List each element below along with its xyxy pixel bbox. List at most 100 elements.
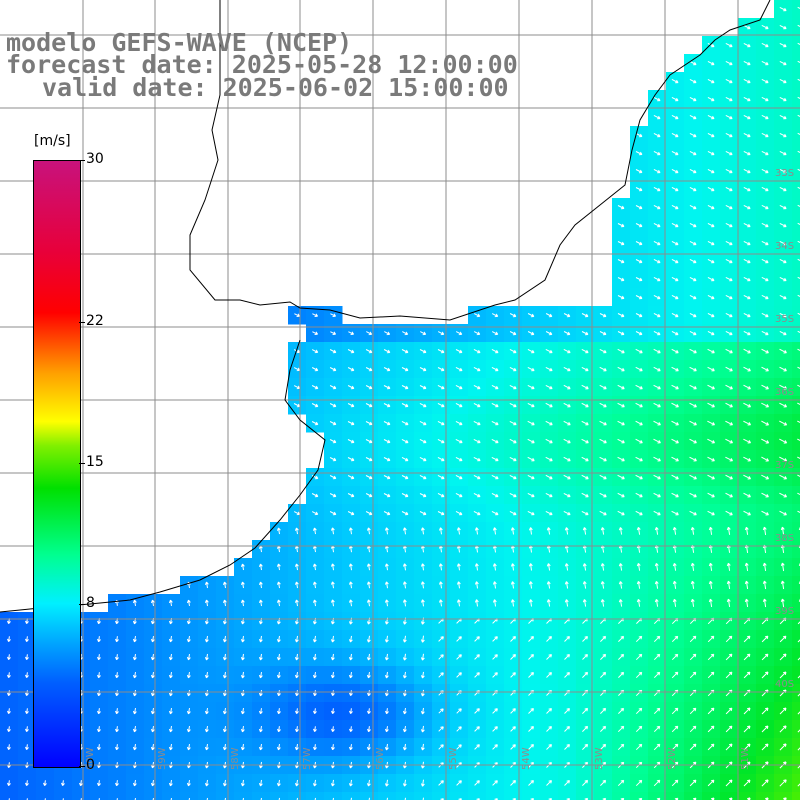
colorbar bbox=[33, 160, 81, 768]
wind-arrow bbox=[420, 563, 425, 571]
wind-arrow bbox=[168, 708, 173, 715]
wind-arrow bbox=[222, 653, 227, 661]
wind-arrow bbox=[618, 527, 623, 535]
wind-arrow bbox=[330, 331, 337, 335]
wind-arrow bbox=[653, 402, 661, 408]
lon-label: 56W bbox=[375, 747, 386, 770]
wind-arrow bbox=[546, 581, 551, 589]
wind-arrow bbox=[365, 493, 373, 498]
wind-arrow bbox=[671, 168, 679, 174]
wind-arrow bbox=[743, 671, 751, 679]
wind-arrow bbox=[725, 671, 733, 679]
wind-arrow bbox=[671, 132, 679, 138]
wind-arrow bbox=[168, 599, 173, 606]
wind-arrow bbox=[636, 562, 641, 571]
wind-arrow bbox=[689, 168, 697, 174]
wind-arrow bbox=[797, 402, 800, 406]
wind-arrow bbox=[689, 438, 697, 444]
wind-arrow bbox=[186, 654, 191, 661]
colorbar-label: 0 bbox=[86, 757, 95, 773]
wind-arrow bbox=[330, 635, 335, 643]
wind-arrow bbox=[348, 581, 353, 589]
wind-arrow bbox=[458, 798, 462, 800]
wind-cell bbox=[792, 792, 800, 800]
wind-arrow bbox=[779, 294, 787, 300]
wind-arrow bbox=[635, 205, 643, 210]
wind-arrow bbox=[743, 653, 751, 661]
coastline-south bbox=[0, 339, 326, 613]
wind-arrow bbox=[473, 402, 481, 408]
wind-arrow bbox=[383, 421, 391, 426]
wind-arrow bbox=[329, 367, 337, 372]
wind-arrow bbox=[132, 672, 137, 679]
wind-arrow bbox=[743, 222, 751, 228]
wind-arrow bbox=[761, 707, 769, 715]
wind-arrow bbox=[779, 150, 787, 156]
wind-arrow bbox=[312, 581, 317, 589]
wind-cell bbox=[792, 522, 800, 541]
wind-arrow bbox=[438, 744, 444, 750]
wind-arrow bbox=[689, 312, 697, 318]
wind-arrow bbox=[437, 420, 445, 426]
wind-arrow bbox=[276, 527, 281, 535]
wind-arrow bbox=[797, 204, 800, 208]
wind-arrow bbox=[329, 493, 337, 498]
wind-arrow bbox=[527, 331, 535, 336]
wind-arrow bbox=[779, 384, 788, 390]
lat-label: 40S bbox=[775, 679, 794, 690]
wind-arrow bbox=[311, 511, 319, 516]
wind-arrow bbox=[671, 204, 679, 210]
wind-arrow bbox=[7, 744, 11, 751]
wind-cell bbox=[504, 792, 523, 800]
wind-vectors bbox=[7, 6, 800, 800]
wind-arrow bbox=[329, 385, 337, 390]
wind-arrow bbox=[725, 258, 733, 264]
wind-arrow bbox=[599, 420, 607, 426]
wind-arrow bbox=[474, 780, 480, 786]
wind-arrow bbox=[222, 779, 227, 787]
wind-arrow bbox=[653, 96, 661, 102]
wind-arrow bbox=[689, 420, 697, 426]
wind-arrow bbox=[689, 114, 697, 120]
wind-arrow bbox=[366, 581, 371, 589]
wind-cell bbox=[792, 306, 800, 325]
wind-cell bbox=[792, 270, 800, 289]
wind-arrow bbox=[582, 599, 587, 607]
wind-arrow bbox=[367, 726, 371, 733]
wind-arrow bbox=[743, 384, 751, 390]
lat-label: 35S bbox=[775, 314, 794, 325]
wind-arrow bbox=[743, 42, 751, 48]
wind-arrow bbox=[581, 438, 589, 444]
wind-arrow bbox=[366, 527, 371, 535]
wind-arrow bbox=[240, 671, 245, 679]
wind-arrow bbox=[348, 744, 353, 751]
wind-cell bbox=[198, 792, 217, 800]
wind-arrow bbox=[206, 797, 208, 800]
wind-arrow bbox=[420, 581, 425, 589]
wind-arrow bbox=[797, 222, 800, 226]
lon-label: 54W bbox=[521, 747, 532, 770]
wind-arrow bbox=[401, 367, 409, 372]
wind-arrow bbox=[744, 580, 749, 589]
wind-arrow bbox=[258, 690, 263, 697]
wind-cell bbox=[216, 792, 235, 800]
wind-arrow bbox=[294, 563, 299, 571]
wind-arrow bbox=[258, 581, 263, 589]
wind-arrow bbox=[438, 654, 444, 660]
wind-arrow bbox=[115, 780, 119, 787]
wind-arrow bbox=[761, 510, 769, 516]
wind-arrow bbox=[653, 204, 661, 210]
wind-cell bbox=[54, 792, 73, 800]
wind-arrow bbox=[258, 635, 263, 643]
wind-arrow bbox=[671, 743, 679, 751]
wind-arrow bbox=[708, 562, 713, 571]
wind-arrow bbox=[98, 798, 100, 800]
wind-arrow bbox=[581, 384, 589, 390]
wind-arrow bbox=[510, 527, 515, 535]
wind-arrow bbox=[689, 456, 697, 462]
wind-arrow bbox=[671, 671, 679, 679]
wind-arrow bbox=[402, 635, 407, 643]
wind-cell bbox=[792, 234, 800, 253]
wind-arrow bbox=[402, 671, 407, 679]
wind-arrow bbox=[25, 726, 29, 733]
